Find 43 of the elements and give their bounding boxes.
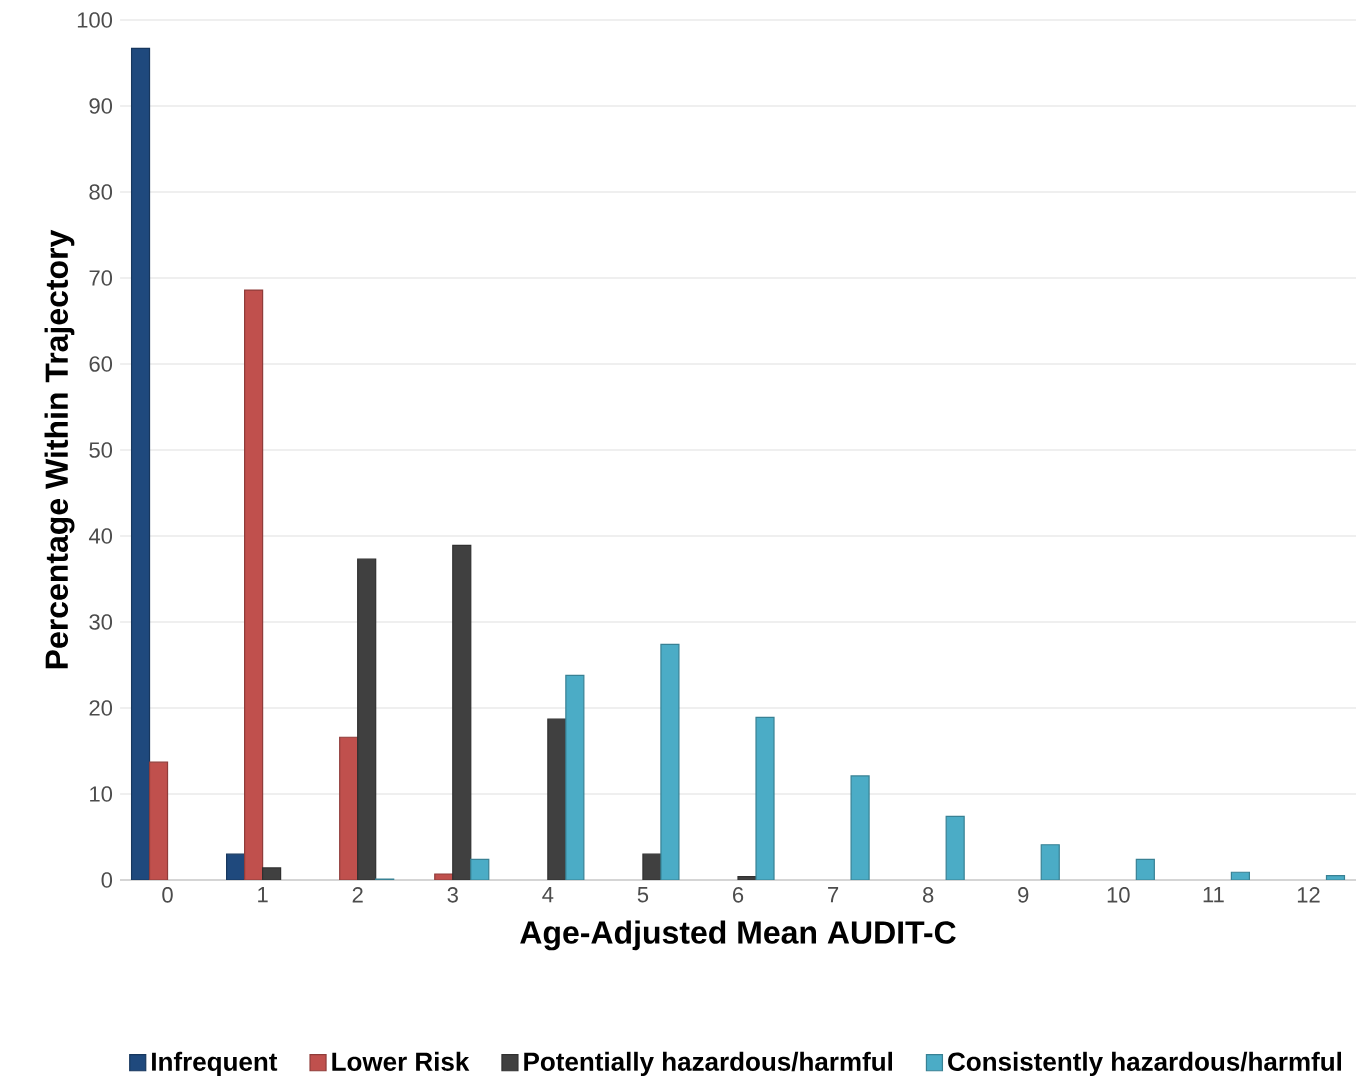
- x-tick-label: 2: [352, 887, 363, 903]
- legend-label: Potentially hazardous/harmful: [524, 1051, 892, 1077]
- bar: [262, 867, 282, 881]
- x-axis-title: Age-Adjusted Mean AUDIT-C: [520, 920, 956, 951]
- x-tick-label: 1: [258, 887, 268, 903]
- x-tick-label: 0: [162, 887, 173, 903]
- bar: [1040, 844, 1060, 881]
- x-tick-label: 7: [828, 887, 839, 903]
- legend-label: Consistently hazardous/harmful: [948, 1051, 1342, 1077]
- y-tick-label: 10: [90, 786, 113, 802]
- x-tick-label: 6: [733, 887, 744, 903]
- x-tick-label: 12: [1297, 887, 1320, 903]
- x-tick-label: 3: [447, 887, 458, 903]
- y-axis-title: Percentage Within Trajectory: [44, 229, 75, 669]
- bar: [945, 815, 965, 881]
- bar: [357, 558, 377, 881]
- y-tick-label: 20: [89, 700, 113, 716]
- bar: [434, 873, 454, 881]
- y-tick-label: 30: [89, 614, 113, 630]
- y-tick-label: 60: [89, 356, 113, 372]
- y-tick-label: 70: [89, 270, 113, 286]
- legend-label: Infrequent: [152, 1051, 278, 1077]
- x-tick-label: 9: [1018, 887, 1029, 903]
- x-tick-label: 5: [637, 887, 649, 903]
- x-tick-label: 10: [1107, 887, 1130, 903]
- x-tick-label: 4: [542, 887, 554, 903]
- y-tick-label: 100: [77, 12, 113, 28]
- bar: [339, 736, 359, 881]
- bar: [737, 876, 757, 881]
- y-tick-label: 50: [89, 442, 113, 458]
- bar: [547, 718, 567, 881]
- bar: [642, 853, 662, 881]
- y-tick-label: 0: [101, 872, 113, 888]
- x-tick-label: 8: [922, 887, 934, 903]
- y-tick-label: 40: [88, 528, 113, 544]
- x-tick-label: 11: [1203, 887, 1224, 903]
- y-tick-label: 80: [89, 184, 113, 200]
- bar: [244, 289, 264, 881]
- bar: [452, 545, 472, 881]
- bar: [148, 761, 169, 881]
- bar: [131, 48, 150, 881]
- legend-label: Lower Risk: [332, 1051, 470, 1072]
- y-tick-label: 90: [89, 98, 113, 114]
